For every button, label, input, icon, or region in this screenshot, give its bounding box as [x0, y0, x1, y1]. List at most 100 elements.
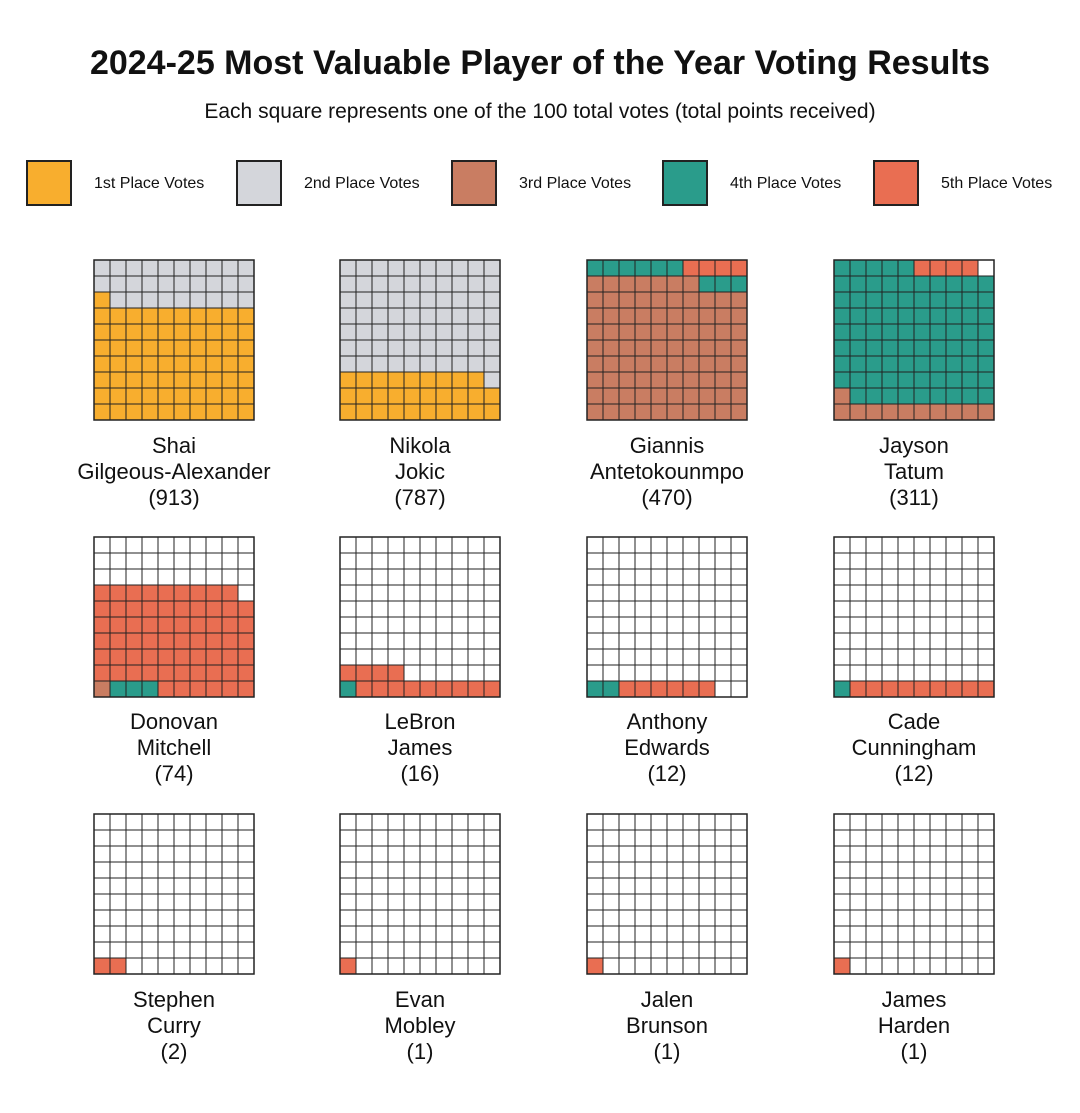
vote-square-empty	[205, 845, 223, 863]
vote-square-empty	[237, 536, 255, 554]
vote-square-first	[435, 403, 453, 421]
vote-square-empty	[157, 813, 175, 831]
vote-square-empty	[881, 845, 899, 863]
vote-square-empty	[730, 552, 748, 570]
vote-square-first	[157, 387, 175, 405]
vote-square-empty	[714, 877, 732, 895]
vote-square-empty	[730, 813, 748, 831]
vote-square-fifth	[141, 584, 159, 602]
vote-square-third	[961, 403, 979, 421]
vote-square-empty	[109, 877, 127, 895]
vote-square-first	[109, 355, 127, 373]
vote-square-empty	[355, 616, 373, 634]
vote-square-second	[355, 323, 373, 341]
vote-square-first	[93, 339, 111, 357]
vote-square-empty	[666, 925, 684, 943]
vote-square-fourth	[865, 355, 883, 373]
vote-square-empty	[945, 552, 963, 570]
vote-square-empty	[602, 941, 620, 959]
vote-square-empty	[945, 909, 963, 927]
vote-square-empty	[586, 584, 604, 602]
vote-square-empty	[618, 600, 636, 618]
vote-square-first	[141, 307, 159, 325]
vote-square-empty	[205, 957, 223, 975]
vote-square-empty	[881, 861, 899, 879]
vote-square-empty	[419, 552, 437, 570]
vote-square-third	[618, 291, 636, 309]
vote-square-first	[221, 387, 239, 405]
vote-square-empty	[403, 536, 421, 554]
vote-square-first	[435, 371, 453, 389]
vote-square-third	[714, 355, 732, 373]
vote-square-empty	[698, 584, 716, 602]
vote-square-fifth	[141, 600, 159, 618]
vote-square-fifth	[355, 680, 373, 698]
vote-square-empty	[173, 568, 191, 586]
vote-square-empty	[173, 829, 191, 847]
vote-square-first	[221, 355, 239, 373]
vote-square-empty	[451, 664, 469, 682]
vote-square-fourth	[945, 339, 963, 357]
vote-square-empty	[977, 925, 995, 943]
vote-square-empty	[881, 632, 899, 650]
vote-square-empty	[682, 893, 700, 911]
vote-square-empty	[586, 829, 604, 847]
player-points: (1)	[406, 1039, 434, 1064]
vote-square-empty	[602, 861, 620, 879]
vote-square-empty	[371, 861, 389, 879]
vote-square-empty	[189, 552, 207, 570]
vote-square-empty	[929, 909, 947, 927]
vote-square-fifth	[339, 957, 357, 975]
vote-square-empty	[483, 664, 501, 682]
vote-square-third	[93, 680, 111, 698]
vote-square-empty	[833, 664, 851, 682]
vote-square-fifth	[698, 680, 716, 698]
vote-square-first	[173, 323, 191, 341]
vote-square-second	[339, 355, 357, 373]
vote-square-fourth	[849, 259, 867, 277]
vote-square-empty	[682, 829, 700, 847]
vote-square-second	[483, 307, 501, 325]
vote-square-empty	[666, 664, 684, 682]
vote-square-empty	[602, 616, 620, 634]
vote-square-fifth	[157, 664, 175, 682]
vote-square-empty	[483, 648, 501, 666]
vote-square-empty	[714, 680, 732, 698]
vote-square-fourth	[961, 307, 979, 325]
vote-square-fifth	[125, 664, 143, 682]
vote-square-fourth	[945, 371, 963, 389]
vote-square-empty	[682, 536, 700, 554]
vote-square-first	[141, 323, 159, 341]
vote-square-fifth	[929, 680, 947, 698]
vote-square-empty	[714, 664, 732, 682]
vote-square-empty	[141, 829, 159, 847]
vote-square-fourth	[961, 355, 979, 373]
vote-square-fifth	[157, 616, 175, 634]
vote-square-empty	[419, 568, 437, 586]
vote-square-fourth	[897, 275, 915, 293]
vote-square-second	[419, 307, 437, 325]
vote-square-empty	[849, 536, 867, 554]
vote-square-empty	[221, 552, 239, 570]
vote-square-third	[586, 371, 604, 389]
vote-square-third	[650, 275, 668, 293]
vote-square-first	[355, 371, 373, 389]
vote-square-empty	[339, 893, 357, 911]
vote-square-fifth	[173, 584, 191, 602]
vote-square-third	[714, 339, 732, 357]
vote-square-empty	[929, 941, 947, 959]
vote-square-first	[189, 387, 207, 405]
player-first-name: Donovan	[129, 709, 219, 734]
vote-square-empty	[237, 584, 255, 602]
vote-square-empty	[634, 957, 652, 975]
vote-square-third	[714, 291, 732, 309]
vote-square-fifth	[451, 680, 469, 698]
vote-square-fourth	[865, 275, 883, 293]
vote-square-empty	[237, 909, 255, 927]
vote-square-empty	[451, 877, 469, 895]
vote-square-empty	[881, 893, 899, 911]
vote-square-empty	[714, 829, 732, 847]
vote-square-empty	[897, 536, 915, 554]
vote-square-third	[586, 307, 604, 325]
